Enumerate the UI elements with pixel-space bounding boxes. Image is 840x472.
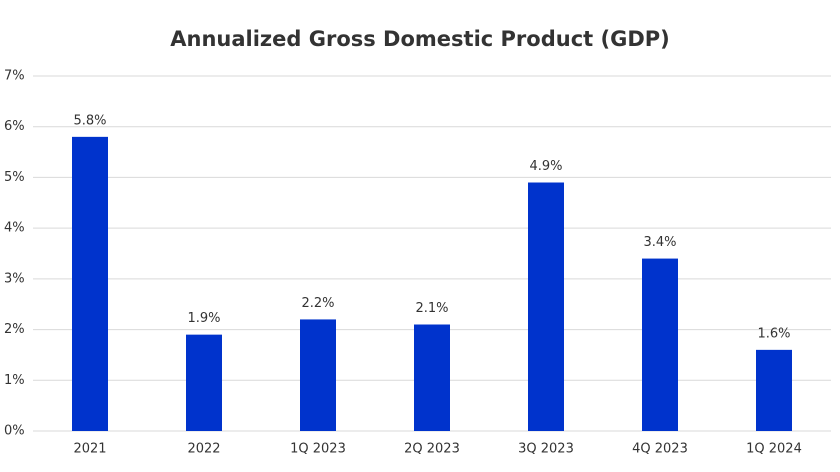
data-label: 1.6% xyxy=(757,326,790,341)
bar xyxy=(756,349,792,431)
bar xyxy=(642,258,678,431)
y-tick-label: 0% xyxy=(4,424,25,439)
bar xyxy=(300,319,336,431)
x-tick-label: 2Q 2023 xyxy=(404,442,460,457)
x-tick-label: 4Q 2023 xyxy=(632,442,688,457)
data-label: 1.9% xyxy=(187,311,220,326)
data-label: 5.8% xyxy=(73,113,106,128)
x-tick-label: 1Q 2024 xyxy=(746,442,802,457)
y-tick-label: 3% xyxy=(4,271,25,286)
x-tick-label: 3Q 2023 xyxy=(518,442,574,457)
chart-title: Annualized Gross Domestic Product (GDP) xyxy=(170,27,670,51)
y-tick-label: 6% xyxy=(4,119,25,134)
data-label: 3.4% xyxy=(643,235,676,250)
bar xyxy=(72,136,108,431)
x-tick-label: 2021 xyxy=(73,442,106,457)
x-tick-label: 1Q 2023 xyxy=(290,442,346,457)
y-tick-label: 2% xyxy=(4,322,25,337)
data-label: 2.1% xyxy=(415,301,448,316)
y-tick-label: 5% xyxy=(4,170,25,185)
data-label: 2.2% xyxy=(301,296,334,311)
bar xyxy=(528,182,564,431)
y-tick-label: 1% xyxy=(4,373,25,388)
data-label: 4.9% xyxy=(529,159,562,174)
bar xyxy=(186,334,222,431)
y-tick-label: 7% xyxy=(4,69,25,84)
bar xyxy=(414,324,450,431)
y-tick-label: 4% xyxy=(4,221,25,236)
x-tick-label: 2022 xyxy=(187,442,220,457)
